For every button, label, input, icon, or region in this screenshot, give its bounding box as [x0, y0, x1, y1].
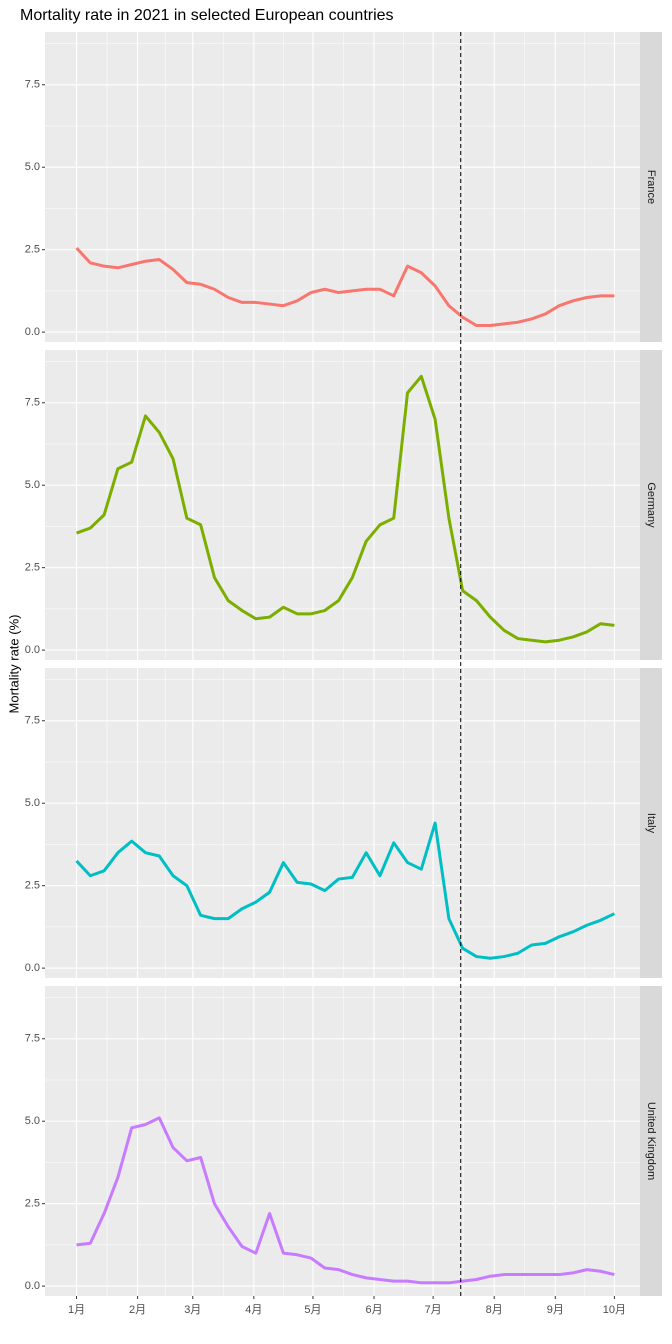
panel-background — [45, 986, 640, 1296]
x-tick-label: 9月 — [547, 1304, 564, 1316]
x-tick-label: 5月 — [304, 1304, 321, 1316]
x-tick-label: 8月 — [486, 1304, 503, 1316]
chart-title: Mortality rate in 2021 in selected Europ… — [20, 7, 394, 24]
data-line — [75, 821, 616, 960]
y-tick-label: 7.5 — [25, 397, 40, 409]
x-tick-label: 2月 — [129, 1304, 146, 1316]
strip — [640, 668, 662, 978]
x-tick-label: 4月 — [245, 1304, 262, 1316]
y-tick-label: 5.0 — [25, 1115, 40, 1127]
strip — [640, 32, 662, 342]
y-tick-label: 0.0 — [25, 962, 40, 974]
y-tick-label: 7.5 — [25, 715, 40, 727]
data-line — [76, 1116, 615, 1285]
y-tick-label: 0.0 — [25, 1280, 40, 1292]
y-tick-label: 2.5 — [25, 244, 40, 256]
strip-label: United Kingdom — [645, 1102, 657, 1180]
strip-label: Germany — [645, 482, 657, 528]
x-tick-label: 1月 — [68, 1304, 85, 1316]
panel-background — [45, 668, 640, 978]
strip — [640, 350, 662, 660]
y-tick-label: 7.5 — [25, 1033, 40, 1045]
strip-label: France — [645, 170, 657, 204]
data-line — [76, 374, 615, 644]
y-tick-label: 2.5 — [25, 1198, 40, 1210]
strip-label: Italy — [645, 813, 657, 834]
y-tick-label: 0.0 — [25, 644, 40, 656]
panel-background — [45, 350, 640, 660]
x-tick-label: 7月 — [425, 1304, 442, 1316]
y-tick-label: 5.0 — [25, 479, 40, 491]
y-tick-label: 2.5 — [25, 562, 40, 574]
y-axis-label: Mortality rate (%) — [6, 615, 21, 714]
y-tick-label: 2.5 — [25, 880, 40, 892]
y-tick-label: 7.5 — [25, 79, 40, 91]
data-line — [75, 246, 615, 328]
x-tick-label: 3月 — [184, 1304, 201, 1316]
x-tick-label: 10月 — [603, 1304, 626, 1316]
y-tick-label: 5.0 — [25, 161, 40, 173]
strip — [640, 986, 662, 1296]
panel-background — [45, 32, 640, 342]
y-tick-label: 0.0 — [25, 326, 40, 338]
x-tick-label: 6月 — [365, 1304, 382, 1316]
y-tick-label: 5.0 — [25, 797, 40, 809]
